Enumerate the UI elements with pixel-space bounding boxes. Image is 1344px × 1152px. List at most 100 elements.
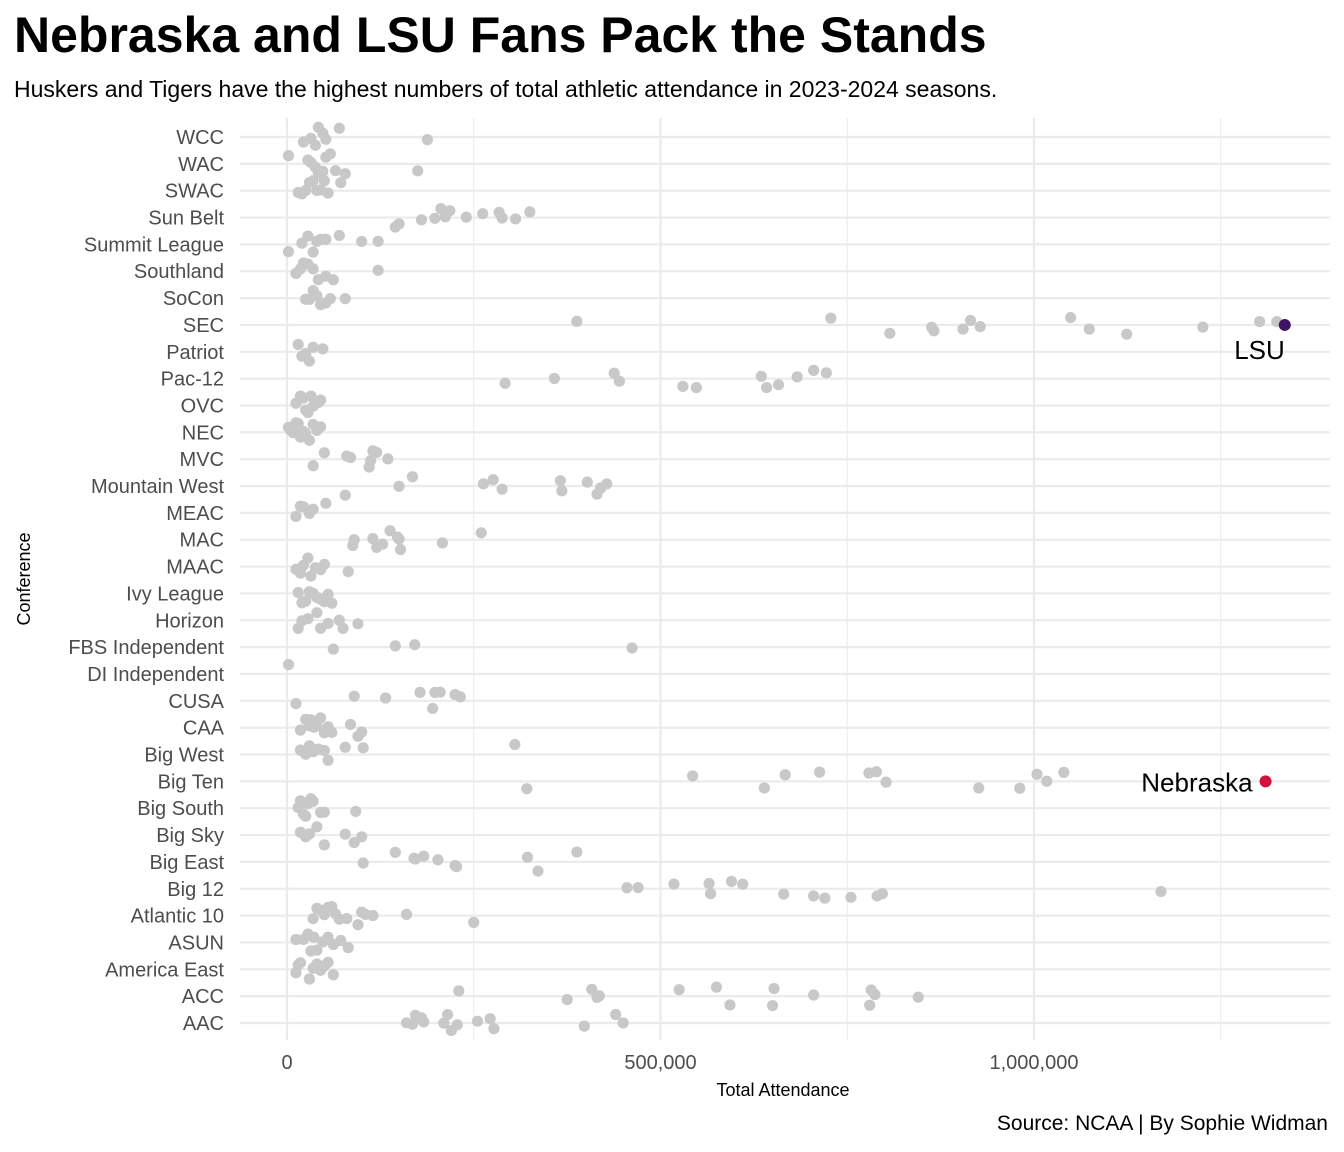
data-point (632, 881, 644, 894)
data-point (315, 394, 327, 406)
data-point (344, 451, 357, 464)
data-point (668, 878, 680, 890)
data-point (333, 122, 345, 134)
data-point (1197, 321, 1209, 333)
data-point (311, 290, 323, 302)
data-point (768, 982, 780, 995)
data-point (880, 776, 892, 788)
data-point (791, 371, 803, 383)
y-tick-label: Southland (134, 261, 224, 283)
data-point (418, 1016, 430, 1028)
data-point (1121, 328, 1133, 340)
data-point (820, 367, 832, 379)
y-tick-label: CUSA (168, 691, 224, 713)
data-point (845, 891, 857, 903)
data-point (292, 417, 304, 430)
data-point (409, 639, 421, 651)
data-point (1031, 768, 1043, 780)
data-point (499, 377, 511, 389)
y-tick-label: Big South (137, 798, 224, 820)
data-point (438, 1017, 450, 1029)
data-point (1083, 323, 1095, 335)
y-tick-label: Mountain West (91, 476, 224, 498)
data-point (393, 533, 405, 545)
y-tick-label: MVC (180, 449, 224, 471)
data-point (471, 1015, 484, 1027)
data-point (327, 969, 339, 981)
data-point (414, 686, 426, 698)
data-point (973, 782, 985, 794)
data-point (292, 338, 304, 351)
x-axis-title: Total Attendance (716, 1080, 849, 1100)
data-point (524, 206, 536, 218)
data-point (356, 726, 368, 738)
data-point (307, 263, 319, 275)
data-point (322, 588, 334, 600)
chart-caption: Source: NCAA | By Sophie Widman (996, 1112, 1328, 1135)
y-tick-label: Ivy League (126, 583, 224, 605)
data-point (610, 1008, 622, 1021)
data-point (308, 931, 320, 943)
y-tick-label: Big East (150, 852, 225, 874)
data-point (356, 235, 368, 248)
data-point (432, 854, 444, 866)
data-point (318, 175, 330, 187)
data-point (621, 882, 633, 894)
data-point (586, 983, 598, 995)
data-point (282, 246, 295, 258)
data-point (912, 991, 924, 1003)
data-point (487, 474, 499, 486)
data-point (311, 944, 323, 956)
data-point (1058, 766, 1070, 779)
y-tick-label: Horizon (155, 610, 224, 632)
data-point (307, 246, 319, 258)
grid-layer (240, 118, 1330, 1040)
data-point (318, 806, 330, 818)
highlight-label: LSU (1234, 335, 1285, 365)
data-point (434, 686, 446, 698)
data-point (758, 782, 770, 794)
data-point (521, 851, 534, 863)
data-point (327, 274, 339, 286)
data-point (290, 510, 302, 523)
data-point (1155, 885, 1167, 898)
data-point (318, 558, 330, 571)
highlight-point (1278, 318, 1291, 331)
data-point (292, 586, 304, 599)
data-point (339, 489, 351, 501)
data-point (475, 527, 487, 539)
data-point (311, 607, 323, 619)
data-point (451, 1019, 463, 1031)
data-point (322, 754, 334, 766)
data-point (303, 973, 316, 985)
data-point (300, 595, 312, 607)
data-point (329, 165, 342, 177)
y-axis-labels: AAC ACC America East ASUN Atlantic 10 Big 12 B… (68, 127, 224, 1035)
data-point (326, 726, 338, 739)
data-point (532, 865, 544, 877)
data-point (320, 133, 332, 145)
y-tick-label: WAC (178, 154, 224, 176)
y-tick-label: SoCon (163, 288, 224, 310)
y-tick-label: MAAC (166, 557, 224, 579)
data-point (303, 434, 316, 446)
data-point (348, 534, 360, 546)
data-point (307, 503, 319, 515)
data-point (460, 211, 472, 223)
data-point (356, 831, 368, 843)
y-tick-label: ASUN (168, 932, 224, 954)
y-tick-label: MEAC (166, 503, 224, 525)
data-point (444, 205, 456, 217)
data-point (766, 999, 779, 1012)
y-tick-label: AAC (183, 1013, 224, 1035)
highlight-label: Nebraska (1141, 767, 1253, 797)
y-tick-label: Summit League (84, 234, 224, 256)
data-point (548, 372, 561, 385)
x-axis-labels: 0 500,000 1,000,000 (281, 1052, 1078, 1074)
y-tick-label: Big Ten (158, 771, 224, 793)
data-point (779, 769, 791, 781)
data-point (571, 315, 583, 327)
data-point (1014, 782, 1026, 794)
y-tick-label: America East (105, 959, 224, 981)
